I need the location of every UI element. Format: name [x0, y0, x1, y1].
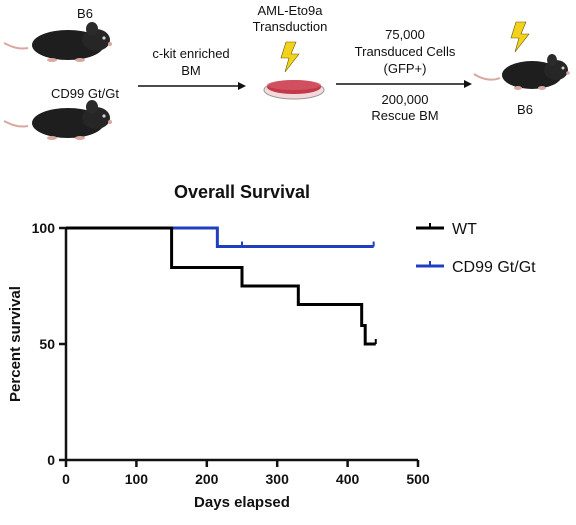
dish-label-line1: AML-Eto9a [257, 3, 323, 18]
recipient-mouse-label: B6 [517, 102, 533, 117]
y-tick-label: 100 [32, 220, 56, 236]
x-tick-label: 100 [125, 471, 149, 487]
arrow1-label-line1: c-kit enriched [152, 46, 230, 61]
survival-curve-cd99 [66, 226, 374, 249]
arrow2-top-line3: (GFP+) [383, 61, 427, 76]
dish-label-line2: Transduction [252, 19, 328, 34]
x-tick-label: 300 [266, 471, 290, 487]
arrow2-bottom-line2: Rescue BM [371, 108, 439, 123]
survival-curve-wt [66, 226, 376, 346]
x-tick-label: 0 [62, 471, 70, 487]
x-axis-title: Days elapsed [194, 494, 290, 511]
y-tick-label: 50 [39, 336, 55, 352]
arrow2-top-line1: 75,000 [385, 27, 425, 42]
arrow2-top-line2: Transduced Cells [354, 44, 456, 59]
legend-label-cd99: CD99 Gt/Gt [452, 259, 536, 276]
donor-mouse-bottom-label: CD99 Gt/Gt [51, 86, 119, 101]
legend: WT CD99 Gt/Gt [416, 221, 536, 276]
legend-label-wt: WT [452, 221, 477, 238]
y-axis-title: Percent survival [7, 286, 24, 402]
donor-mouse-top-label: B6 [77, 6, 93, 21]
x-tick-label: 400 [336, 471, 360, 487]
arrow2-bottom-line1: 200,000 [381, 92, 429, 107]
arrow1-label-line2: BM [181, 63, 201, 78]
chart-title: Overall Survival [174, 182, 310, 202]
x-tick-label: 500 [406, 471, 430, 487]
x-tick-label: 200 [195, 471, 219, 487]
y-tick-label: 0 [47, 452, 55, 468]
